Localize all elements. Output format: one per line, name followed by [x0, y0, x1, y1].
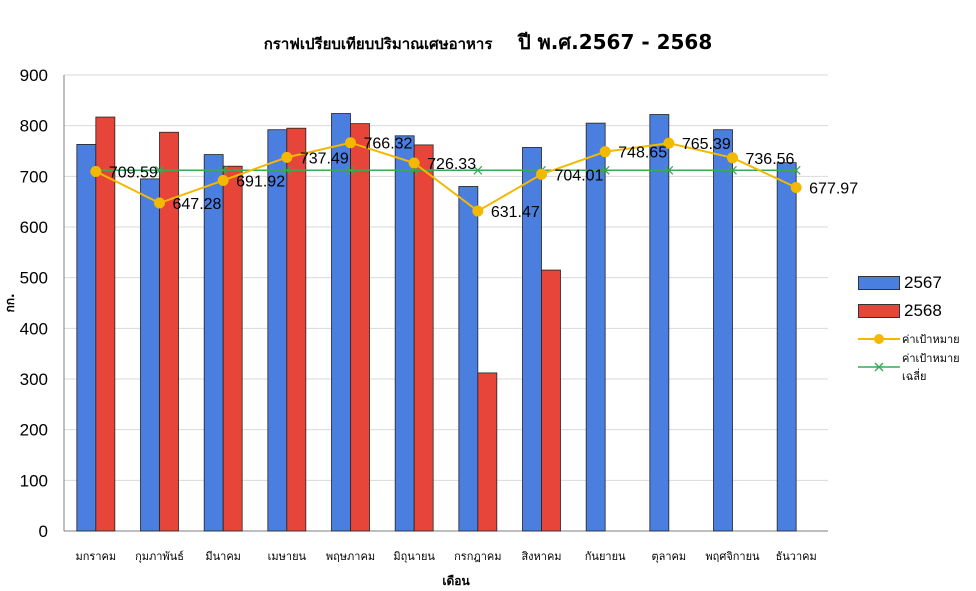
target-point: [217, 174, 229, 186]
bar-2568: [286, 127, 307, 532]
target-data-label: 765.39: [682, 136, 731, 153]
x-tick-label: ธันวาคม: [776, 550, 817, 563]
y-tick-label: 300: [20, 370, 48, 389]
avg-target-marker: [664, 165, 674, 175]
y-tick-label: 200: [20, 421, 48, 440]
target-point: [408, 157, 420, 169]
target-point: [790, 181, 802, 193]
x-tick-label: สิงหาคม: [521, 550, 561, 563]
y-tick-label: 600: [20, 218, 48, 237]
legend-swatch-target: [858, 332, 900, 346]
avg-target-marker: [728, 165, 737, 175]
legend-swatch-2568: [858, 304, 900, 318]
legend-item-2567: 2567: [858, 272, 976, 294]
bar-2567: [713, 129, 733, 532]
avg-target-marker: [473, 165, 483, 175]
chart-legend: 2567 2568 ค่าเป้าหมาย ค่าเป้าหมายเฉลี่ย: [858, 272, 976, 384]
x-tick-label: กรกฎาคม: [454, 550, 501, 563]
x-tick-label: มกราคม: [76, 550, 117, 563]
target-point: [536, 168, 547, 180]
avg-target-marker: [346, 165, 355, 175]
chart-title-block: กราฟเปรียบเทียบปริมาณเศษอาหาร ปี พ.ศ.256…: [0, 26, 976, 58]
y-tick-label: 500: [20, 269, 48, 288]
target-data-label: 726.33: [427, 156, 476, 173]
y-tick-label: 800: [20, 117, 48, 136]
target-data-label: 704.01: [555, 167, 604, 184]
target-line: [95, 141, 797, 213]
target-point: [727, 152, 738, 164]
bar-2568: [413, 144, 434, 532]
bar-2567: [458, 186, 479, 532]
bar-2567: [649, 114, 670, 532]
x-tick-label: ตุลาคม: [651, 550, 686, 563]
avg-target-marker: [600, 165, 610, 175]
x-tick-label: กันยายน: [585, 550, 626, 563]
y-tick-label: 900: [20, 66, 48, 85]
legend-swatch-avg-target: [858, 360, 900, 374]
y-axis-label: กก.: [3, 293, 17, 312]
legend-item-target: ค่าเป้าหมาย: [858, 328, 976, 350]
target-data-label: 709.59: [109, 164, 158, 181]
target-data-label: 736.56: [746, 151, 795, 168]
target-point: [345, 137, 356, 149]
bar-2568: [222, 165, 243, 532]
bar-2567: [394, 135, 415, 532]
target-point: [663, 137, 675, 149]
x-tick-label: กุมภาพันธ์: [135, 550, 184, 563]
bar-2567: [585, 122, 606, 532]
chart-title: กราฟเปรียบเทียบปริมาณเศษอาหาร: [263, 35, 493, 53]
bar-2568: [541, 269, 561, 532]
avg-target-marker: [791, 165, 801, 175]
x-tick-label: พฤษภาคม: [326, 550, 375, 563]
x-tick-label: มิถุนายน: [393, 550, 435, 563]
x-axis-label: เดือน: [442, 574, 470, 588]
target-point: [472, 205, 484, 217]
avg-target-marker: [218, 165, 228, 175]
bar-2567: [776, 162, 797, 532]
bar-2568: [477, 372, 498, 532]
target-data-label: 748.65: [618, 145, 667, 162]
y-tick-label: 0: [39, 522, 48, 541]
legend-label-avg-target: ค่าเป้าหมายเฉลี่ย: [902, 353, 960, 383]
target-point: [154, 197, 165, 209]
legend-label-2568: 2568: [904, 301, 942, 320]
legend-label-2567: 2567: [904, 273, 942, 292]
y-tick-label: 400: [20, 319, 48, 338]
target-data-label: 691.92: [236, 173, 285, 190]
legend-item-2568: 2568: [858, 300, 976, 322]
target-data-label: 647.28: [173, 196, 222, 213]
legend-item-avg-target: ค่าเป้าหมายเฉลี่ย: [858, 353, 976, 383]
target-data-label: 631.47: [491, 204, 540, 221]
bar-2568: [350, 123, 370, 532]
bar-2567: [331, 113, 351, 532]
x-tick-label: พฤศจิกายน: [705, 550, 760, 563]
bar-2568: [159, 131, 179, 532]
target-data-label: 677.97: [809, 180, 858, 197]
legend-swatch-2567: [858, 276, 900, 290]
legend-label-target: ค่าเป้าหมาย: [902, 334, 960, 346]
target-point: [281, 151, 293, 163]
bar-2567: [76, 144, 97, 532]
x-tick-label: มีนาคม: [205, 550, 241, 563]
avg-target-marker: [155, 165, 164, 175]
bar-2567: [140, 178, 160, 532]
target-data-label: 737.49: [300, 150, 349, 167]
target-point: [599, 146, 611, 158]
avg-target-marker: [282, 165, 292, 175]
target-data-label: 766.32: [364, 136, 413, 153]
y-tick-label: 700: [20, 167, 48, 186]
bar-2568: [95, 116, 116, 532]
x-tick-label: เมษายน: [268, 550, 307, 563]
y-tick-label: 100: [20, 471, 48, 490]
chart-subtitle: ปี พ.ศ.2567 - 2568: [517, 30, 713, 54]
target-point: [90, 165, 102, 177]
